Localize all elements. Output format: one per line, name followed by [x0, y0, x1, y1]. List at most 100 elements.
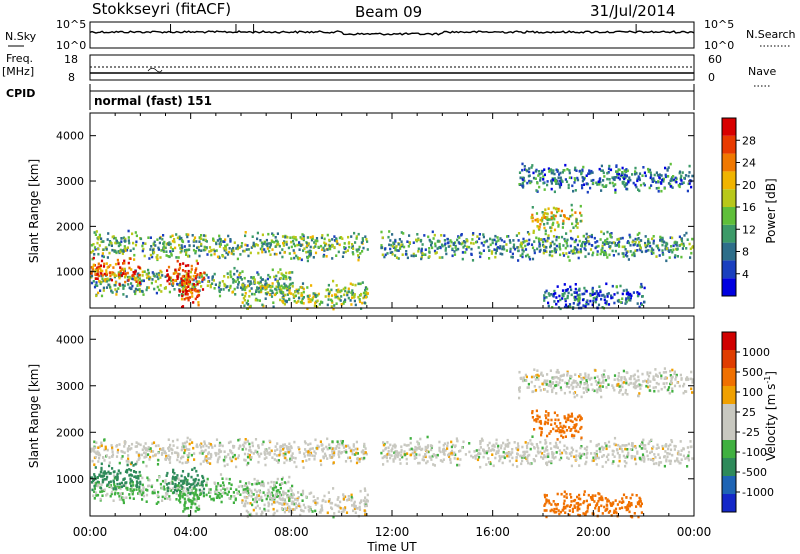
power-marks-cell [138, 266, 141, 269]
power-marks-cell [259, 247, 262, 251]
velocity-marks-cell [168, 449, 171, 452]
velocity-marks-cell [601, 455, 604, 458]
velocity-marks-cell [93, 450, 96, 453]
power-marks-cell [246, 244, 249, 247]
velocity-marks-cell [212, 498, 215, 502]
velocity-marks-cell [323, 494, 326, 498]
power-marks-cell [672, 178, 675, 182]
power-marks-cell [218, 290, 221, 294]
velocity-marks-cell [673, 444, 676, 448]
power-marks-cell [557, 207, 560, 211]
velocity-marks-cell [458, 450, 461, 453]
power-marks-cell [396, 249, 399, 252]
power-marks-cell [101, 254, 104, 258]
power-marks-cell [383, 255, 386, 259]
power-marks-cell [197, 280, 200, 283]
velocity-marks-cell [290, 489, 293, 492]
power-marks-cell [185, 278, 188, 282]
velocity-marks-cell [550, 461, 553, 465]
power-marks-cell [122, 293, 125, 296]
power-marks-cell [270, 295, 274, 298]
velocity-marks-cell [450, 451, 453, 455]
velocity-marks-cell [268, 453, 271, 456]
power-marks-cell [675, 180, 678, 184]
velocity-marks-cell [347, 444, 350, 448]
velocity-marks-cell [297, 504, 301, 508]
velocity-marks-cell [630, 456, 633, 460]
power-marks-cell [341, 237, 344, 240]
power-marks-cell [156, 257, 159, 260]
velocity-marks-cell [232, 455, 235, 459]
power-marks-cell [591, 171, 594, 174]
velocity-marks-cell [443, 442, 446, 445]
power-marks-cell [667, 175, 670, 178]
velocity-marks-cell [90, 476, 93, 479]
velocity-marks-cell [516, 465, 519, 468]
velocity-marks-cell [314, 438, 317, 442]
power-marks-cell [244, 288, 247, 292]
velocity-marks-cell [420, 448, 423, 452]
power-marks-cell [557, 225, 560, 228]
velocity-marks-cell [320, 444, 323, 447]
velocity-marks-cell [341, 441, 344, 445]
power-marks-cell [394, 240, 397, 243]
velocity-marks-cell [618, 459, 621, 463]
power-marks-cell [138, 277, 141, 280]
power-marks-cell [665, 244, 668, 247]
power-marks-cell [165, 250, 168, 253]
power-marks-cell [103, 262, 106, 266]
velocity-marks-cell [209, 488, 212, 491]
power-marks-cell [603, 298, 606, 302]
power-marks-cell [132, 271, 135, 274]
power-marks-cell [184, 288, 187, 292]
velocity-marks-cell [166, 489, 169, 493]
power-marks-cell [616, 299, 619, 303]
power-marks-cell [488, 257, 491, 260]
power-marks-cell [557, 300, 560, 303]
power-marks-cell [334, 295, 337, 299]
velocity-marks-cell [234, 498, 237, 502]
velocity-marks-cell [190, 475, 193, 479]
velocity-marks-cell [677, 453, 680, 456]
power-marks-cell [672, 175, 675, 178]
power-marks-cell [600, 169, 603, 172]
power-marks-cell [398, 238, 401, 241]
velocity-marks-cell [547, 418, 550, 422]
power-marks-cell [590, 233, 593, 237]
power-marks-cell [105, 262, 108, 265]
power-marks-cell [205, 273, 208, 277]
velocity-marks-cell [653, 453, 656, 456]
velocity-marks-cell [90, 448, 93, 451]
power-marks-cell [597, 292, 600, 295]
velocity-marks-cell [109, 494, 112, 498]
velocity-marks-cell [148, 449, 151, 452]
power-marks-cell [452, 243, 455, 246]
power-marks-cell [151, 278, 154, 281]
velocity-marks-cell [546, 421, 549, 425]
power-marks-cell [434, 252, 437, 255]
power-marks-cell [548, 170, 551, 173]
velocity-marks-cell [355, 461, 359, 465]
velocity-marks-cell [630, 444, 633, 447]
power-marks-cell [164, 275, 167, 278]
power-marks-cell [245, 301, 248, 305]
velocity-marks-cell [617, 443, 620, 447]
power-marks-cell [669, 179, 672, 183]
velocity-marks-cell [246, 489, 249, 493]
velocity-marks-cell [358, 457, 361, 461]
velocity-marks-cell [607, 453, 610, 456]
velocity-marks-cell [354, 447, 357, 451]
velocity-marks-cell [275, 495, 278, 498]
power-marks-cell [130, 268, 133, 271]
velocity-marks-cell [237, 447, 240, 450]
power-marks-cell [672, 248, 675, 252]
power-marks-cell [298, 243, 301, 246]
velocity-marks-cell [209, 491, 212, 494]
power-marks-cell [109, 278, 112, 281]
power-marks-cell [629, 250, 632, 253]
velocity-marks-cell [215, 496, 218, 499]
power-marks-cell [258, 290, 261, 294]
power-marks-cell [547, 234, 550, 237]
power-marks-cell [552, 216, 555, 220]
